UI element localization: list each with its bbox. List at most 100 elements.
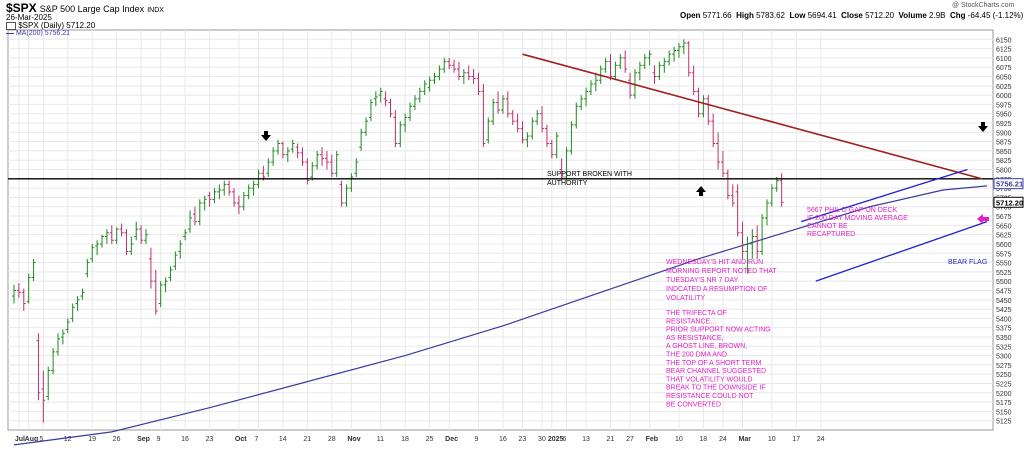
y-tick-label: 5500	[996, 279, 1012, 286]
trifecta-note-line: BREAK TO THE DOWNSIDE IF	[666, 385, 766, 392]
x-tick-label: 30	[538, 436, 546, 443]
ohlc-bar	[652, 65, 657, 84]
ohlc-bar	[212, 188, 217, 204]
arrow-down-icon	[978, 122, 988, 132]
ohlc-bar	[447, 57, 452, 70]
ohlc-bar	[36, 333, 41, 401]
y-tick-label: 5875	[996, 140, 1012, 147]
exchange: INDX	[147, 7, 164, 14]
ohlc-bar	[412, 95, 417, 110]
ohlc-bar	[227, 180, 232, 196]
y-tick-label: 6025	[996, 84, 1012, 91]
ohlc-bar	[232, 188, 237, 207]
x-tick-label: 18	[699, 436, 707, 443]
ohlc-bar	[544, 124, 549, 148]
x-tick-label: 21	[607, 436, 615, 443]
trifecta-note-line: BEAR CHANNEL SUGGESTED	[666, 368, 766, 375]
y-tick-label: 6100	[996, 56, 1012, 63]
ma-price-tag-box	[993, 178, 1024, 190]
ohlc-bar	[124, 229, 129, 256]
ohlc-bar	[623, 50, 628, 73]
ohlc-bar	[735, 184, 740, 237]
ohlc-bar	[70, 303, 75, 323]
ohlc-bar	[481, 83, 486, 148]
gap-note-line: 5667 PHIL D GAP ON DECK	[807, 207, 898, 214]
ohlc-bar	[393, 110, 398, 148]
ohlc-bar	[442, 57, 447, 73]
legend-ma: MA(200) 5756.21	[6, 30, 70, 37]
low-label: Low	[789, 11, 806, 20]
x-tick-label: 28	[328, 436, 336, 443]
ohlc-bar	[496, 91, 501, 114]
ohlc-bar	[398, 121, 403, 148]
grid-lines	[7, 29, 994, 431]
close-price-tag: 5712.20	[993, 196, 1024, 208]
ohlc-bar	[51, 348, 56, 375]
ohlc-bar	[642, 54, 647, 70]
ohlc-bar	[417, 87, 422, 103]
y-tick-label: 5625	[996, 233, 1012, 240]
x-tick-label: 2025	[548, 436, 564, 443]
y-tick-label: 5150	[996, 409, 1012, 416]
trifecta-note-line: A GHOST LINE, BROWN,	[666, 343, 747, 350]
x-tick-label: 17	[792, 436, 800, 443]
ohlc-bar	[158, 281, 163, 308]
ohlc-bar	[373, 91, 378, 107]
trifecta-note-line: PRIOR SUPPORT NOW ACTING	[666, 327, 771, 334]
ohlc-bar	[750, 229, 755, 259]
trifecta-note-line: THE 200 DMA AND	[666, 352, 727, 359]
ohlc-bar	[720, 150, 725, 177]
ohlc-bar	[354, 158, 359, 177]
x-tick-label: 14	[279, 436, 287, 443]
ohlc-bar	[315, 150, 320, 170]
ohlc-bar	[686, 41, 691, 77]
ohlc-bar	[403, 113, 408, 133]
ohlc-bar	[21, 288, 26, 311]
ma-price-tag: 5756.21	[993, 178, 1024, 190]
channel-lower-line	[815, 221, 988, 282]
ohlc-bar	[197, 199, 202, 226]
ohlc-bar	[701, 95, 706, 118]
y-tick-label: 5850	[996, 149, 1012, 156]
close-label: Close	[841, 11, 863, 20]
price-tags: 5756.21 5712.20	[993, 178, 1024, 208]
y-tick-label: 6075	[996, 65, 1012, 72]
y-tick-label: 5350	[996, 335, 1012, 342]
symbol: $SPX	[6, 1, 37, 15]
y-tick-label: 5425	[996, 307, 1012, 314]
x-tick-label: 23	[519, 436, 527, 443]
ohlc-bar	[432, 72, 437, 84]
close-price-tag-box	[993, 196, 1024, 208]
ohlc-bar	[280, 141, 285, 159]
y-tick-label: 5925	[996, 121, 1012, 128]
ohlc-bar	[740, 221, 745, 259]
ohlc-bar	[672, 46, 677, 62]
trifecta-note-line: RESISTANCE...	[666, 318, 716, 325]
ohlc-bar	[324, 150, 329, 170]
x-tick-label: 24	[719, 436, 727, 443]
x-tick-label: 16	[499, 436, 507, 443]
ohlc-bar	[755, 225, 760, 259]
ohlc-bar	[56, 333, 61, 356]
low-value: 5694.41	[807, 11, 837, 20]
ohlc-bar	[574, 102, 579, 129]
resistance-trendline	[522, 53, 983, 180]
ohlc-bar	[85, 258, 90, 278]
x-tick-label: Feb	[646, 436, 658, 443]
ohlc-bar	[691, 65, 696, 96]
high-label: High	[736, 11, 754, 20]
ohlc-bar	[584, 87, 589, 107]
ohlc-bar	[310, 162, 315, 181]
ohlc-bar	[104, 229, 109, 244]
trifecta-note-line: BE CONVERTED	[666, 401, 721, 408]
ohlc-bar	[192, 206, 197, 226]
x-tick-label: 9	[474, 436, 478, 443]
ohlc-bar	[461, 69, 466, 84]
legend-price: $SPX (Daily) 5712.20	[6, 21, 95, 30]
y-tick-label: 5475	[996, 288, 1012, 295]
ohlc-bar	[65, 318, 70, 334]
channel-upper-line	[801, 168, 968, 223]
ohlc-bar	[549, 139, 554, 159]
